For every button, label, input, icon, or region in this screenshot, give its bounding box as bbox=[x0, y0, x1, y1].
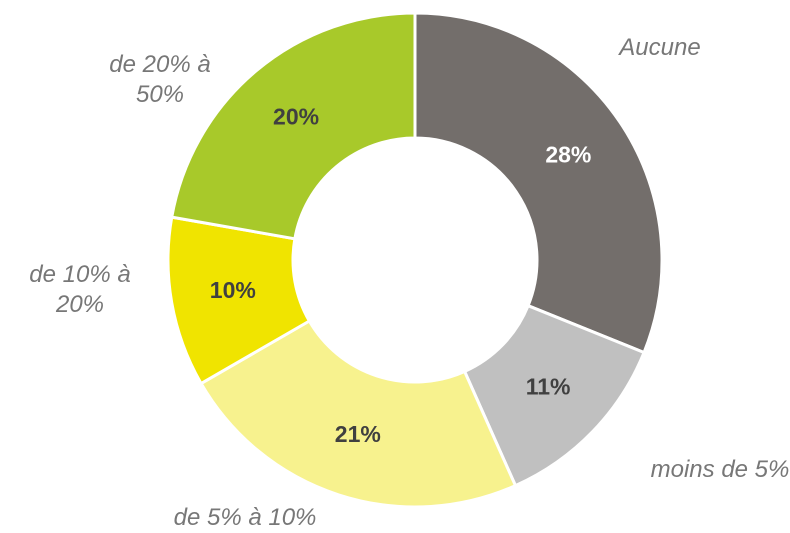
value-label: 21% bbox=[335, 421, 381, 447]
category-label: Aucune bbox=[619, 34, 701, 61]
value-label: 11% bbox=[526, 374, 571, 400]
value-label: 20% bbox=[273, 103, 319, 129]
category-label: de 20% à 50% bbox=[109, 51, 211, 108]
category-label: moins de 5% bbox=[650, 456, 790, 483]
slice bbox=[413, 11, 664, 355]
value-label: 10% bbox=[210, 277, 256, 303]
slice bbox=[199, 318, 518, 509]
category-label: de 5% à 10% bbox=[173, 504, 317, 531]
value-label: 28% bbox=[545, 142, 591, 168]
slice bbox=[170, 11, 417, 241]
category-label: de 10% à 20% bbox=[29, 261, 131, 318]
